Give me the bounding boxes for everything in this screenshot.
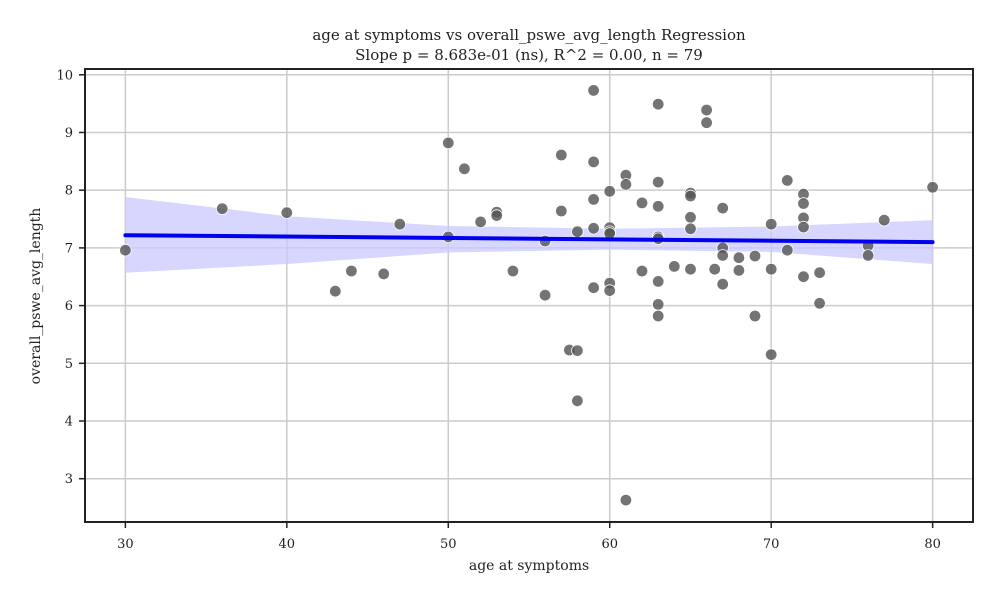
data-point [635,196,649,210]
data-point [280,206,294,219]
data-point [748,309,762,323]
data-point [797,220,810,234]
x-tick-label: 60 [601,537,618,552]
x-tick-label: 40 [279,537,296,552]
y-tick-label: 9 [65,126,73,141]
chart-title: age at symptoms vs overall_pswe_avg_leng… [312,26,746,44]
data-point [708,263,721,276]
data-point [635,264,649,278]
data-point [587,281,600,294]
data-point [571,225,584,238]
y-tick-label: 7 [65,241,73,256]
data-point [781,243,794,257]
data-point [587,193,600,206]
data-point [684,263,697,276]
data-point [555,148,568,162]
data-point [813,266,826,279]
y-tick-label: 3 [65,472,73,487]
data-point [684,222,697,236]
confidence-band [125,197,933,273]
y-tick-label: 6 [65,299,73,314]
chart-subtitle: Slope p = 8.683e-01 (ns), R^2 = 0.00, n … [355,46,703,64]
data-point [442,136,455,150]
data-point [587,84,600,97]
data-point [619,178,633,191]
data-point [458,162,471,176]
data-point [700,116,713,129]
data-point [813,297,826,310]
data-point [716,249,729,262]
data-point [748,249,762,263]
y-tick-label: 8 [65,184,73,199]
data-point [716,278,729,291]
data-point [587,155,600,169]
plot-frame [84,68,974,523]
data-point [555,204,568,218]
x-tick-label: 30 [117,537,134,552]
x-tick-label: 70 [763,537,780,552]
data-point [345,264,358,278]
y-axis-label: overall_pswe_avg_length [28,208,44,385]
data-point [765,263,778,276]
data-point [797,197,810,210]
data-point [490,209,503,222]
data-point [652,309,665,323]
data-point [571,344,584,357]
y-tick-label: 5 [65,357,73,372]
data-point [732,251,746,264]
data-point [619,493,633,507]
data-point [474,215,487,229]
y-axis-ticks: 3 4 5 6 7 8 9 10 [56,68,85,487]
data-point [781,174,794,187]
data-point [377,267,390,281]
data-point [506,264,520,278]
x-tick-label: 50 [440,537,457,552]
confidence-band-layer [125,197,933,273]
data-point [861,249,875,262]
data-point [700,103,713,117]
x-axis-ticks: 30 40 50 60 70 80 [117,522,941,552]
data-point [538,289,552,302]
data-point [215,202,229,215]
x-axis-label: age at symptoms [469,558,589,574]
data-point [571,394,584,408]
data-point [393,217,407,231]
data-point [587,222,600,235]
regression-line [123,233,935,245]
grid [85,69,973,522]
data-point [668,260,681,273]
data-point [716,201,729,215]
scatter-points [119,84,939,507]
data-point [119,243,132,257]
data-point [603,185,616,198]
data-point [926,181,939,194]
data-point [652,97,665,111]
data-point [765,217,778,231]
data-point [329,285,342,298]
y-tick-label: 4 [65,415,73,430]
data-point [684,211,697,224]
regression-line-layer [123,233,935,245]
data-point [652,275,665,288]
x-tick-label: 80 [924,537,941,552]
y-tick-label: 10 [56,68,73,83]
data-point [652,175,665,189]
data-point [652,298,665,311]
data-point [603,284,616,297]
data-point [878,213,891,227]
data-point [797,270,810,283]
data-point [732,264,746,277]
data-point [652,200,665,213]
data-point [765,348,778,361]
data-point [684,189,697,203]
